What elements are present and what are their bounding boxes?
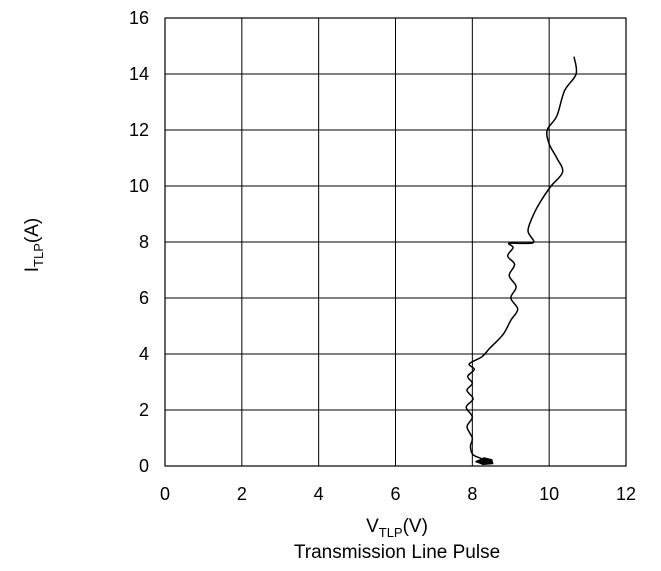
- y-tick-label: 10: [129, 176, 149, 196]
- series-line: [465, 56, 578, 464]
- x-tick-label: 6: [390, 484, 400, 504]
- y-tick-label: 12: [129, 120, 149, 140]
- y-tick-label: 16: [129, 8, 149, 28]
- x-tick-label: 8: [467, 484, 477, 504]
- x-tick-label: 4: [314, 484, 324, 504]
- y-axis-ticks: 0 2 4 6 8 10 12 14 16: [129, 8, 149, 476]
- y-tick-label: 0: [139, 456, 149, 476]
- x-axis-label: VTLP(V): [366, 516, 428, 540]
- y-tick-label: 4: [139, 344, 149, 364]
- x-tick-label: 0: [160, 484, 170, 504]
- y-tick-label: 14: [129, 64, 149, 84]
- start-marker: [474, 457, 494, 466]
- y-tick-label: 2: [139, 400, 149, 420]
- x-axis-ticks: 0 2 4 6 8 10 12: [160, 484, 636, 504]
- y-tick-label: 8: [139, 232, 149, 252]
- x-tick-label: 2: [237, 484, 247, 504]
- x-tick-label: 12: [616, 484, 636, 504]
- x-tick-label: 10: [539, 484, 559, 504]
- y-axis-label: ITLP(A): [22, 218, 46, 272]
- y-tick-label: 6: [139, 288, 149, 308]
- plot-frame: [164, 17, 627, 467]
- chart-caption: Transmission Line Pulse: [294, 542, 500, 563]
- grid: [164, 17, 627, 467]
